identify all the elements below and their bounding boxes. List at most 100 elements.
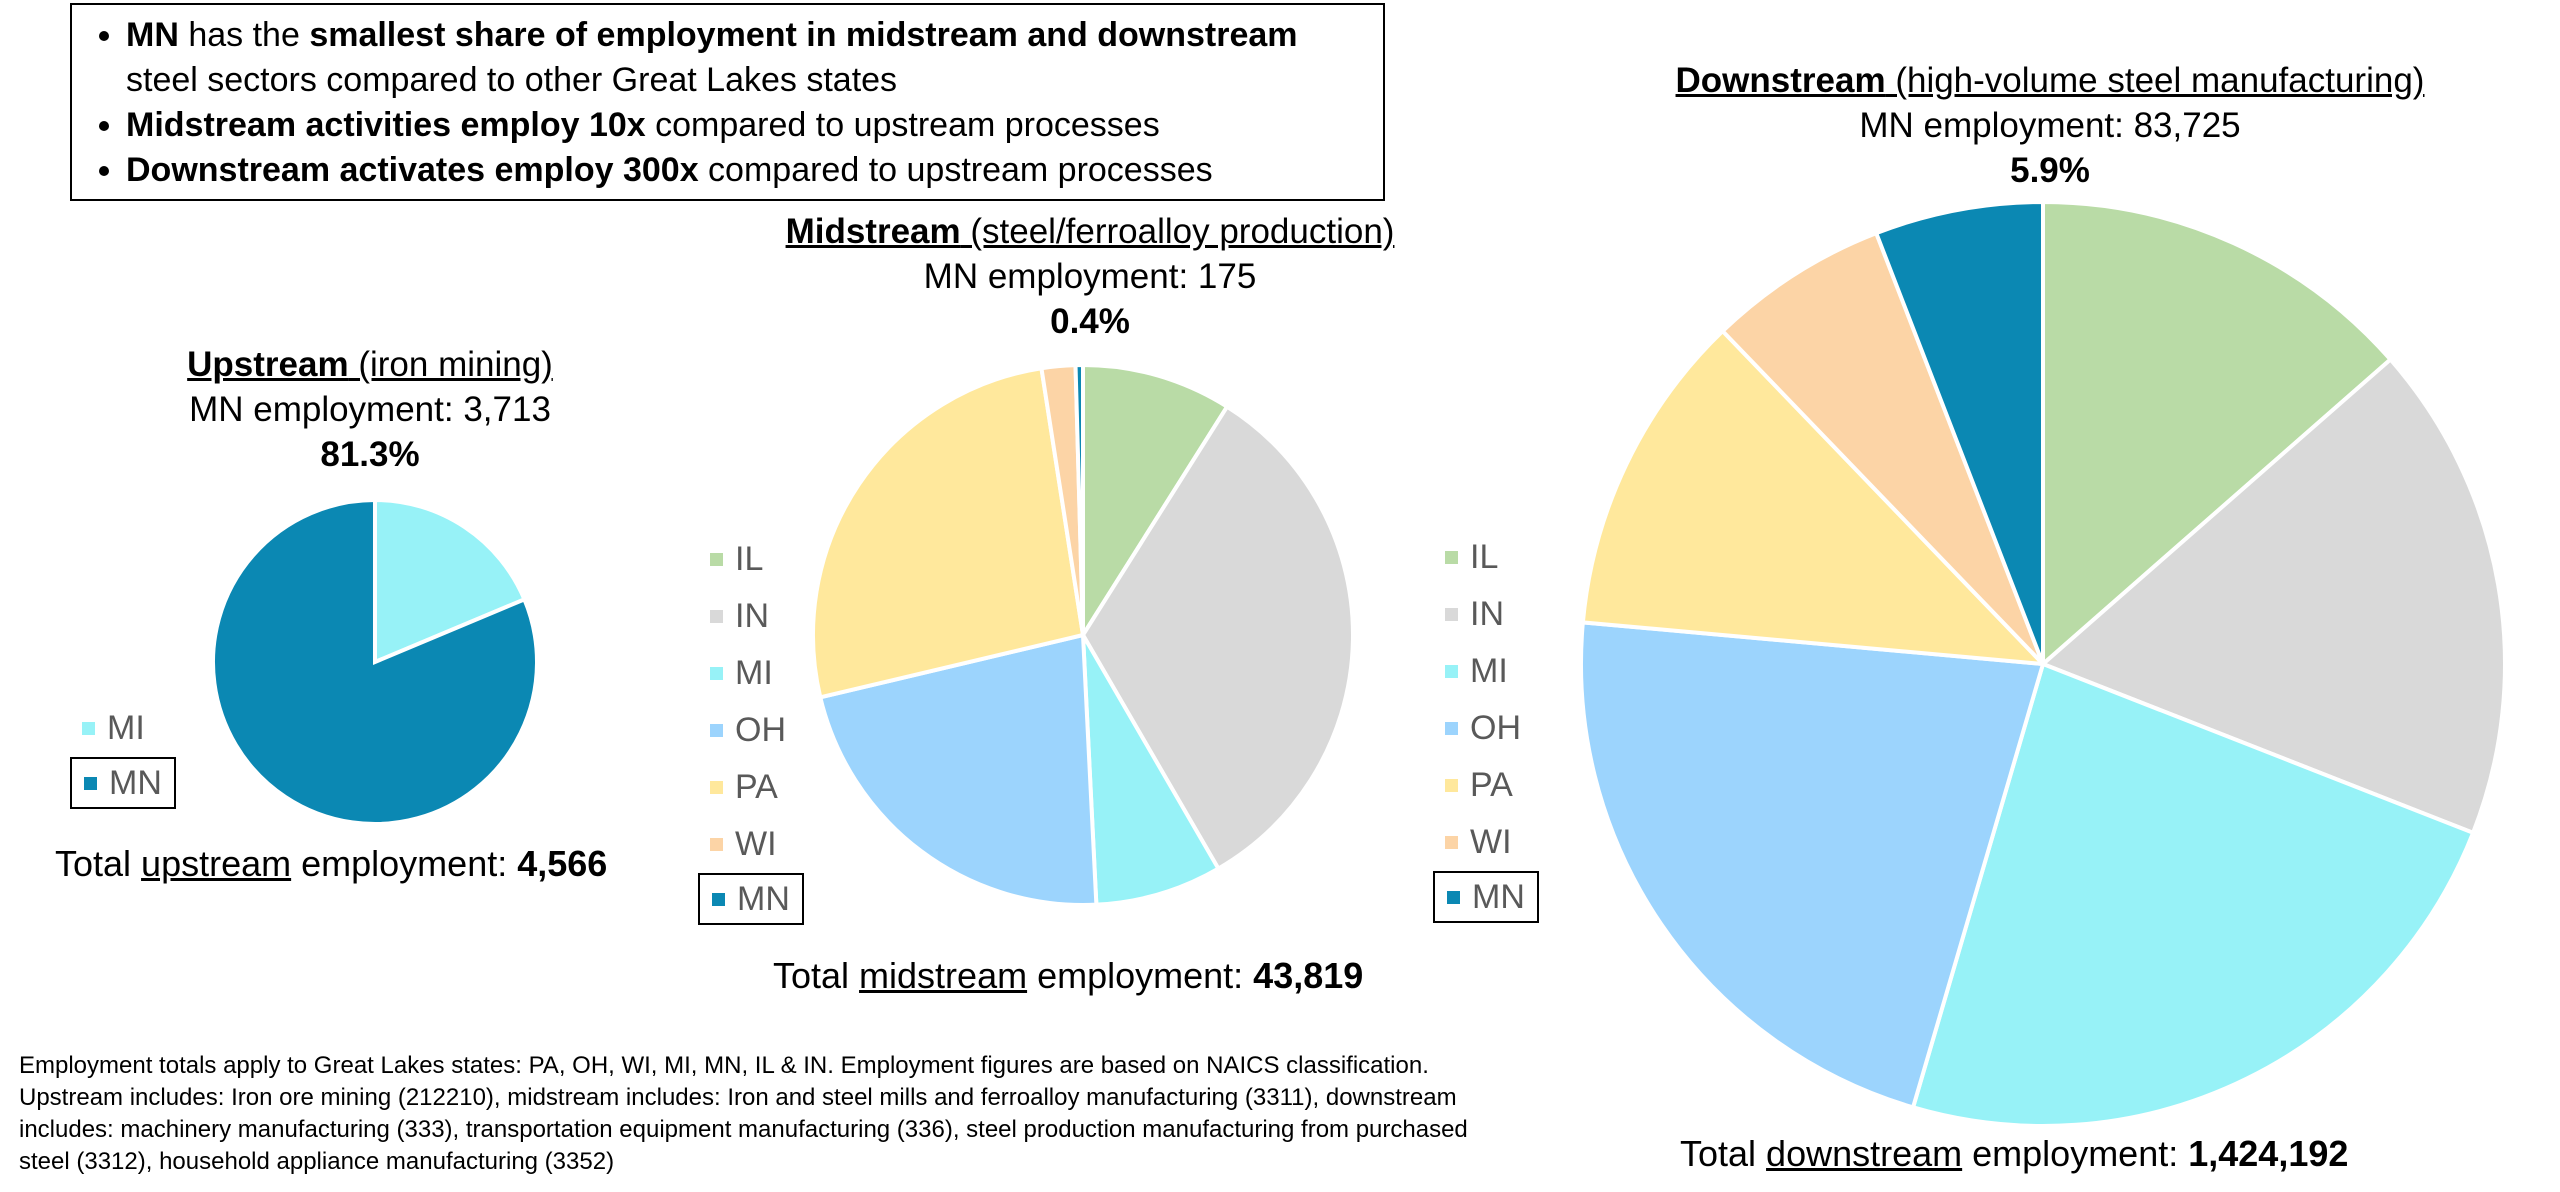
- legend-label: IL: [1470, 538, 1499, 576]
- key-finding-text: smallest share of employment in midstrea…: [309, 16, 1298, 54]
- pie-slice-il: [2041, 199, 2394, 669]
- legend-label: MN: [1472, 877, 1525, 916]
- pie-slice-oh: [817, 632, 1099, 907]
- key-finding-text: compared to upstream processes: [698, 151, 1213, 189]
- upstream-total-mid: employment:: [291, 843, 518, 884]
- upstream-sector-name: Upstream: [187, 345, 349, 384]
- legend-label: WI: [735, 825, 777, 863]
- legend-item-oh: OH: [698, 702, 804, 759]
- legend-swatch: [82, 722, 95, 735]
- midstream-total-mid: employment:: [1027, 955, 1254, 996]
- legend-label: MI: [735, 654, 773, 692]
- upstream-total-value: 4,566: [517, 843, 608, 884]
- midstream-legend: IL IN MI OH PA WI MN: [698, 531, 804, 925]
- legend-item-in: IN: [698, 588, 804, 645]
- downstream-mn-share: 5.9%: [2010, 151, 2090, 190]
- upstream-title-block: Upstream (iron mining) MN employment: 3,…: [170, 342, 570, 477]
- legend-swatch: [1445, 665, 1458, 678]
- key-finding-text: Midstream activities employ 10x: [126, 106, 646, 144]
- upstream-total-prefix: Total: [55, 843, 142, 884]
- midstream-pie-chart: [811, 362, 1355, 907]
- pie-slice-mn: [1073, 362, 1085, 636]
- pie-slice-pa: [811, 365, 1086, 700]
- key-findings-list: MN has the smallest share of employment …: [96, 13, 1363, 193]
- key-findings-callout: MN has the smallest share of employment …: [70, 3, 1385, 201]
- legend-item-mi: MI: [1433, 643, 1539, 700]
- pie-slice-mn: [211, 497, 539, 826]
- midstream-total-value: 43,819: [1253, 955, 1364, 996]
- pie-slice-il: [1081, 362, 1230, 642]
- legend-item-mi: MI: [698, 645, 804, 702]
- downstream-sector-desc: (high-volume steel manufacturing): [1885, 61, 2425, 100]
- midstream-sector-name: Midstream: [785, 212, 961, 251]
- legend-label: OH: [1470, 709, 1521, 747]
- downstream-title-block: Downstream (high-volume steel manufactur…: [1580, 58, 2520, 193]
- legend-item-in: IN: [1433, 586, 1539, 643]
- downstream-total-value: 1,424,192: [2188, 1133, 2349, 1174]
- key-finding-text: Downstream activates employ 300x: [126, 151, 699, 189]
- legend-swatch: [1445, 722, 1458, 735]
- legend-swatch: [710, 610, 723, 623]
- key-finding-text: compared to upstream processes: [645, 106, 1160, 144]
- upstream-legend: MI MN: [70, 700, 176, 809]
- key-finding-text: MN: [126, 16, 179, 54]
- downstream-mn-employment: MN employment: 83,725: [1859, 106, 2241, 145]
- downstream-total-mid: employment:: [1962, 1133, 2189, 1174]
- upstream-total-word: upstream: [141, 843, 292, 884]
- upstream-sector-desc: (iron mining): [348, 345, 553, 384]
- legend-label: MI: [107, 709, 145, 747]
- legend-swatch: [1445, 608, 1458, 621]
- legend-label: IN: [1470, 595, 1504, 633]
- legend-item-mn: MN: [1433, 871, 1539, 923]
- downstream-pie-chart: [1579, 199, 2507, 1128]
- legend-swatch: [1445, 779, 1458, 792]
- pie-slice-pa: [1580, 328, 2049, 667]
- upstream-mn-employment: MN employment: 3,713: [189, 390, 551, 429]
- legend-swatch: [1447, 890, 1460, 904]
- upstream-total: Total upstream employment: 4,566: [55, 843, 607, 885]
- legend-label: MN: [737, 879, 790, 918]
- upstream-mn-share: 81.3%: [320, 435, 420, 474]
- legend-label: IL: [735, 540, 764, 578]
- legend-swatch: [710, 724, 723, 737]
- midstream-title-block: Midstream (steel/ferroalloy production) …: [700, 209, 1480, 344]
- legend-swatch: [710, 667, 723, 680]
- legend-item-oh: OH: [1433, 700, 1539, 757]
- legend-label: PA: [1470, 766, 1513, 804]
- downstream-title: Downstream (high-volume steel manufactur…: [1580, 58, 2520, 103]
- midstream-total-prefix: Total: [773, 955, 860, 996]
- legend-label: MI: [1470, 652, 1508, 690]
- legend-item-pa: PA: [1433, 757, 1539, 814]
- pie-slice-wi: [1719, 230, 2045, 666]
- key-finding-item: MN has the smallest share of employment …: [126, 13, 1363, 103]
- midstream-total: Total midstream employment: 43,819: [773, 955, 1363, 997]
- pie-slice-in: [2039, 356, 2507, 836]
- legend-swatch: [710, 553, 723, 566]
- pie-slice-mi: [1910, 661, 2476, 1128]
- pie-slice-mi: [373, 497, 528, 666]
- footnote: Employment totals apply to Great Lakes s…: [19, 1052, 1468, 1175]
- legend-item-wi: WI: [1433, 814, 1539, 871]
- legend-item-wi: WI: [698, 816, 804, 873]
- pie-slice-oh: [1579, 620, 2046, 1110]
- legend-item-il: IL: [1433, 529, 1539, 586]
- legend-swatch: [1445, 836, 1458, 849]
- legend-swatch: [710, 838, 723, 851]
- pie-slice-mn: [1873, 199, 2045, 665]
- key-finding-text: steel sectors compared to other Great La…: [126, 61, 898, 99]
- midstream-mn-share: 0.4%: [1050, 302, 1130, 341]
- midstream-title: Midstream (steel/ferroalloy production): [700, 209, 1480, 254]
- key-finding-item: Midstream activities employ 10x compared…: [126, 103, 1363, 148]
- downstream-total: Total downstream employment: 1,424,192: [1680, 1133, 2348, 1175]
- pie-slice-mi: [1081, 633, 1222, 907]
- midstream-total-word: midstream: [859, 955, 1028, 996]
- legend-item-mn: MN: [70, 757, 176, 809]
- legend-item-mn: MN: [698, 873, 804, 925]
- downstream-total-prefix: Total: [1680, 1133, 1767, 1174]
- downstream-sector-name: Downstream: [1675, 61, 1886, 100]
- downstream-legend: IL IN MI OH PA WI MN: [1433, 529, 1539, 923]
- legend-swatch: [710, 781, 723, 794]
- upstream-pie-chart: [211, 497, 539, 826]
- legend-label: IN: [735, 597, 769, 635]
- key-finding-item: Downstream activates employ 300x compare…: [126, 148, 1363, 193]
